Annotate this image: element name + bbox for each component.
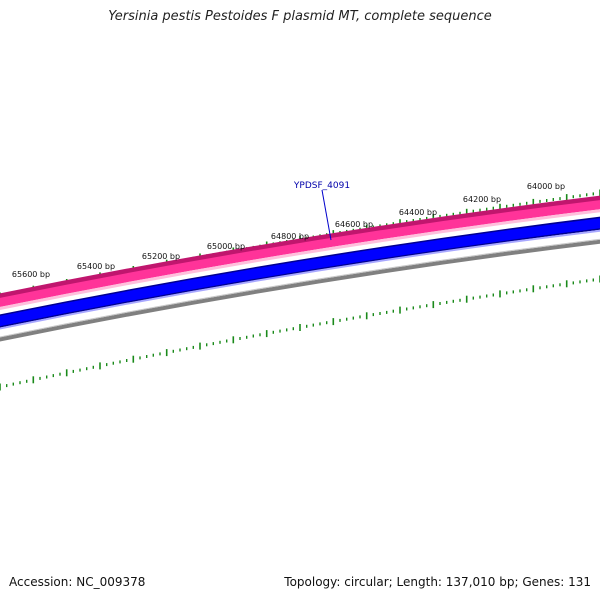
reverse-strand-cds [0,218,600,327]
ruler-labels: 65600 bp 65400 bp 65200 bp 65000 bp 6480… [12,182,565,279]
ruler-label: 65400 bp [77,262,115,271]
sequence-stats: Topology: circular; Length: 137,010 bp; … [284,575,591,589]
forward-strand-cds [0,200,600,308]
ruler-label: 65600 bp [12,270,50,279]
ruler-label: 64000 bp [527,182,565,191]
map-title: Yersinia pestis Pestoides F plasmid MT, … [108,9,492,24]
gene-label-pointer [321,189,332,241]
ruler-label: 64200 bp [463,195,501,204]
ruler-label: 65000 bp [207,242,245,251]
reverse-strand-highlight [0,229,600,330]
ruler-label: 64400 bp [399,208,437,217]
backbone-ring [0,239,600,342]
forward-strand-highlight [0,209,600,310]
ruler-label: 65200 bp [142,252,180,261]
gene-label-ypdsf-4091[interactable]: YPDSF_4091 [293,181,350,191]
ruler-label: 64600 bp [335,220,373,229]
accession-text: Accession: NC_009378 [9,575,146,589]
backbone-highlight [0,238,600,338]
ruler-label: 64800 bp [271,232,309,241]
inner-tick-ring [0,275,600,391]
